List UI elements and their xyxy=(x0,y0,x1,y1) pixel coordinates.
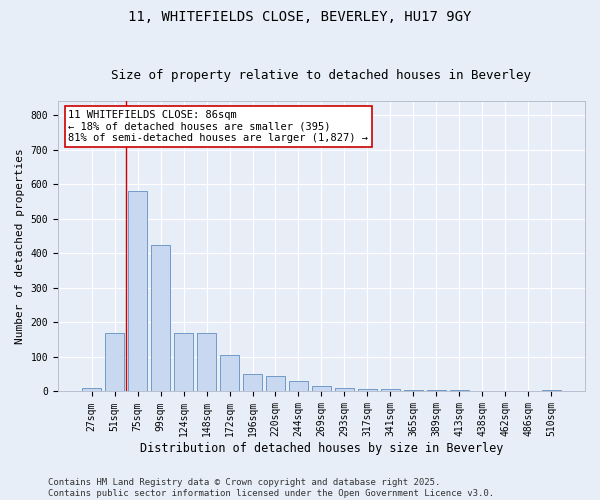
Bar xyxy=(473,391,492,392)
Bar xyxy=(542,390,561,392)
Bar xyxy=(266,376,285,392)
Title: Size of property relative to detached houses in Beverley: Size of property relative to detached ho… xyxy=(112,69,532,82)
Bar xyxy=(174,332,193,392)
Bar xyxy=(335,388,354,392)
Text: 11, WHITEFIELDS CLOSE, BEVERLEY, HU17 9GY: 11, WHITEFIELDS CLOSE, BEVERLEY, HU17 9G… xyxy=(128,10,472,24)
Bar xyxy=(311,386,331,392)
Bar xyxy=(404,390,423,392)
Bar xyxy=(380,390,400,392)
Bar xyxy=(427,390,446,392)
Text: Contains HM Land Registry data © Crown copyright and database right 2025.
Contai: Contains HM Land Registry data © Crown c… xyxy=(48,478,494,498)
Bar xyxy=(151,244,170,392)
Bar xyxy=(128,191,148,392)
Bar xyxy=(220,355,239,392)
Bar xyxy=(449,390,469,392)
Bar xyxy=(105,332,124,392)
Bar xyxy=(243,374,262,392)
X-axis label: Distribution of detached houses by size in Beverley: Distribution of detached houses by size … xyxy=(140,442,503,455)
Bar xyxy=(289,381,308,392)
Text: 11 WHITEFIELDS CLOSE: 86sqm
← 18% of detached houses are smaller (395)
81% of se: 11 WHITEFIELDS CLOSE: 86sqm ← 18% of det… xyxy=(68,110,368,143)
Bar xyxy=(82,388,101,392)
Bar xyxy=(496,391,515,392)
Bar xyxy=(197,332,217,392)
Y-axis label: Number of detached properties: Number of detached properties xyxy=(15,148,25,344)
Bar xyxy=(358,388,377,392)
